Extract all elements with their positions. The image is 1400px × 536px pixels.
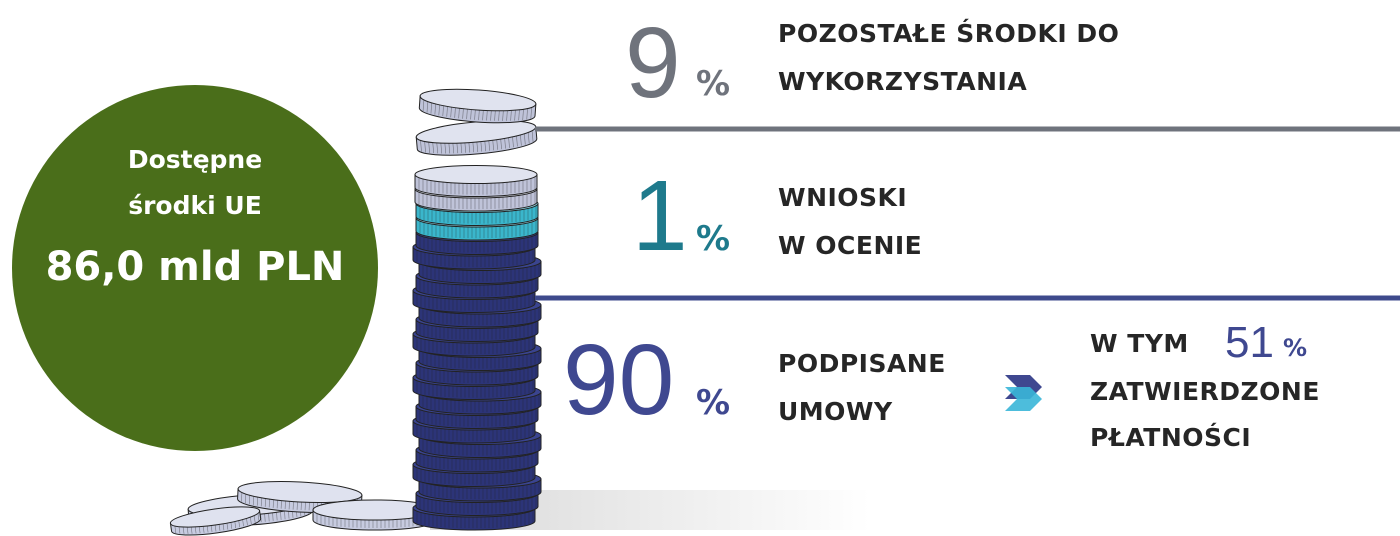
unit: % bbox=[696, 64, 730, 104]
coin bbox=[418, 88, 537, 124]
sub-number: 51 bbox=[1225, 318, 1274, 367]
coin bbox=[415, 120, 538, 156]
coin-part bbox=[419, 88, 537, 112]
coin-stack bbox=[169, 88, 542, 536]
label: W TYM bbox=[1090, 329, 1189, 358]
circle-amount: 86,0 mld PLN bbox=[46, 244, 345, 290]
big-number: 1 bbox=[632, 160, 688, 272]
arrow bbox=[1005, 387, 1042, 411]
label: PODPISANE bbox=[778, 349, 946, 378]
label: UMOWY bbox=[778, 397, 893, 426]
label: ZATWIERDZONE bbox=[1090, 377, 1320, 406]
circle bbox=[12, 85, 378, 451]
coin bbox=[312, 499, 438, 531]
big-number: 90 bbox=[563, 324, 674, 436]
coin-part bbox=[169, 506, 261, 528]
circle-line: Dostępne bbox=[128, 145, 262, 174]
coin bbox=[169, 506, 262, 536]
label: W OCENIE bbox=[778, 231, 922, 260]
label: WYKORZYSTANIA bbox=[778, 67, 1027, 96]
label: PŁATNOŚCI bbox=[1090, 422, 1251, 452]
coin-part bbox=[237, 480, 363, 504]
label: WNIOSKI bbox=[778, 183, 907, 212]
coin bbox=[414, 165, 538, 197]
unit: % bbox=[1283, 334, 1307, 362]
unit: % bbox=[696, 383, 730, 423]
circle-line: środki UE bbox=[128, 191, 262, 220]
coin-part bbox=[257, 512, 260, 521]
label: POZOSTAŁE ŚRODKI DO bbox=[778, 18, 1119, 48]
coin bbox=[237, 480, 363, 513]
unit: % bbox=[696, 219, 730, 259]
big-number: 9 bbox=[625, 7, 681, 119]
coin-part bbox=[414, 165, 538, 184]
